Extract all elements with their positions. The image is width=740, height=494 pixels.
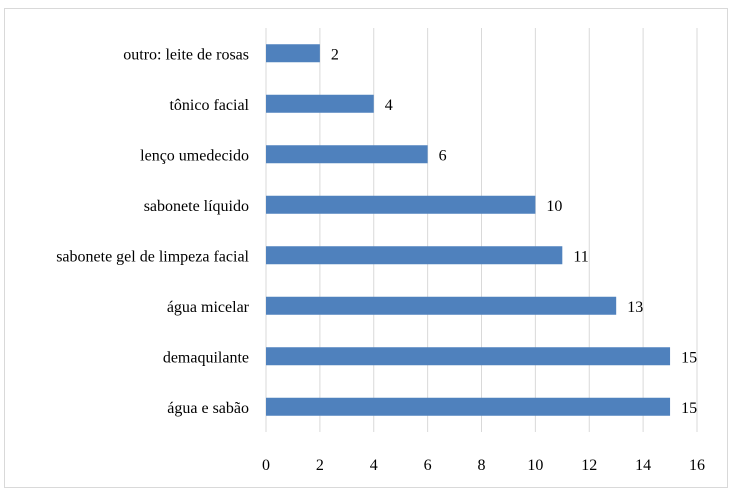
bar	[266, 296, 617, 315]
x-axis-ticks: 0 2 4 6 8 10 12 14 16	[262, 457, 705, 474]
category-label: tônico facial	[169, 97, 249, 114]
x-tick-label: 14	[635, 457, 651, 474]
bar	[266, 94, 374, 113]
data-label: 4	[385, 97, 393, 114]
category-label: água micelar	[167, 299, 250, 316]
x-tick-label: 12	[581, 457, 597, 474]
bar	[266, 145, 428, 164]
bars	[266, 44, 671, 416]
gridlines	[265, 28, 698, 432]
category-label: demaquilante	[163, 349, 249, 366]
bar	[266, 44, 320, 63]
bar	[266, 347, 671, 366]
category-label: água e sabão	[167, 400, 249, 417]
x-tick-label: 2	[316, 457, 324, 474]
category-label: sabonete líquido	[144, 198, 249, 215]
category-label: sabonete gel de limpeza facial	[56, 248, 249, 265]
data-label: 15	[681, 400, 697, 417]
data-label: 13	[627, 299, 643, 316]
x-tick-label: 6	[424, 457, 432, 474]
data-labels: 2 4 6 10 11 13 15 15	[331, 46, 697, 417]
x-tick-label: 10	[527, 457, 543, 474]
category-label: lenço umedecido	[140, 147, 249, 164]
data-label: 10	[546, 198, 562, 215]
category-label: outro: leite de rosas	[123, 46, 249, 63]
data-label: 6	[439, 147, 447, 164]
data-label: 15	[681, 349, 697, 366]
bar	[266, 397, 671, 416]
x-tick-label: 8	[478, 457, 486, 474]
bar	[266, 195, 536, 214]
data-label: 2	[331, 46, 339, 63]
category-labels: outro: leite de rosas tônico facial lenço …	[56, 46, 249, 417]
bar	[266, 246, 563, 265]
x-tick-label: 0	[262, 457, 270, 474]
x-tick-label: 16	[689, 457, 705, 474]
data-label: 11	[573, 248, 588, 265]
x-tick-label: 4	[370, 457, 378, 474]
